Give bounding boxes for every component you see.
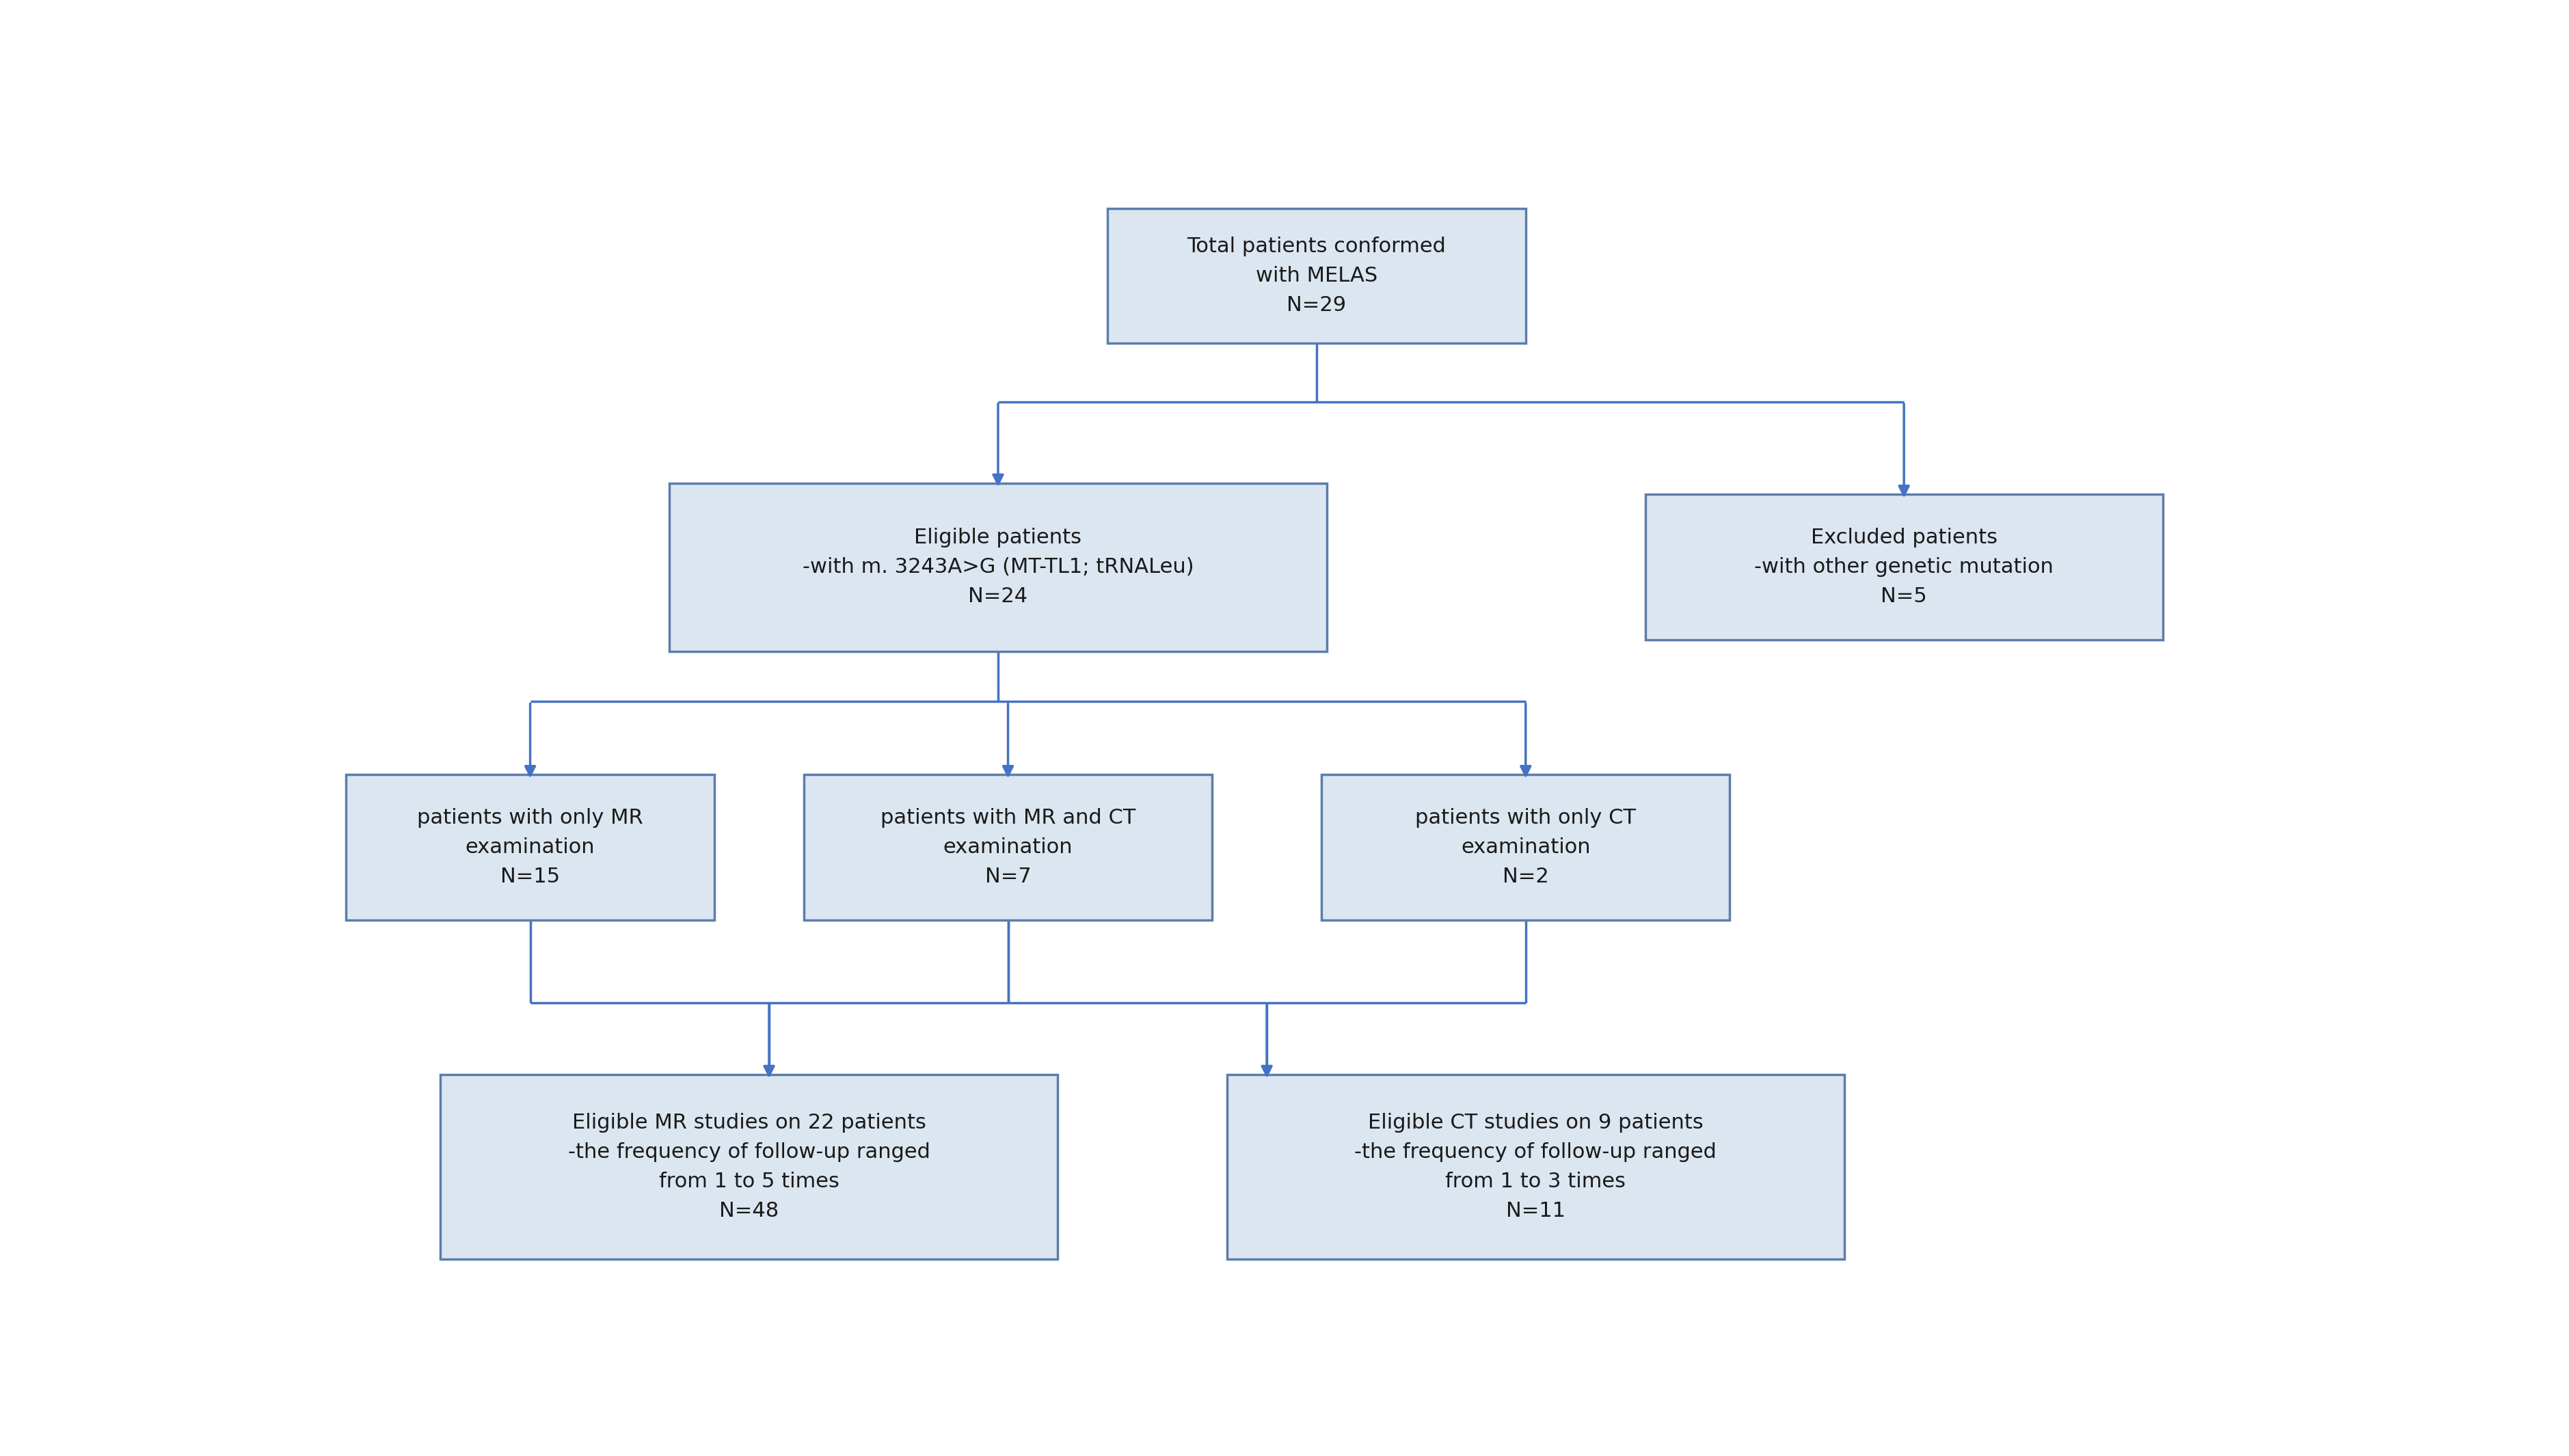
FancyBboxPatch shape xyxy=(1228,1075,1845,1259)
Text: Eligible patients
-with m. 3243A>G (MT-TL1; tRNALeu)
N=24: Eligible patients -with m. 3243A>G (MT-T… xyxy=(802,529,1195,606)
Text: Eligible MR studies on 22 patients
-the frequency of follow-up ranged
from 1 to : Eligible MR studies on 22 patients -the … xyxy=(568,1114,930,1220)
Text: Eligible CT studies on 9 patients
-the frequency of follow-up ranged
from 1 to 3: Eligible CT studies on 9 patients -the f… xyxy=(1354,1114,1716,1220)
FancyBboxPatch shape xyxy=(347,775,714,920)
FancyBboxPatch shape xyxy=(1320,775,1729,920)
Text: patients with only CT
examination
N=2: patients with only CT examination N=2 xyxy=(1416,808,1636,887)
FancyBboxPatch shape xyxy=(442,1075,1058,1259)
Text: Excluded patients
-with other genetic mutation
N=5: Excluded patients -with other genetic mu… xyxy=(1755,529,2053,606)
FancyBboxPatch shape xyxy=(804,775,1213,920)
FancyBboxPatch shape xyxy=(671,483,1326,651)
FancyBboxPatch shape xyxy=(1644,494,2163,641)
Text: patients with only MR
examination
N=15: patients with only MR examination N=15 xyxy=(416,808,642,887)
Text: patients with MR and CT
examination
N=7: patients with MR and CT examination N=7 xyxy=(881,808,1135,887)
Text: Total patients conformed
with MELAS
N=29: Total patients conformed with MELAS N=29 xyxy=(1187,236,1446,314)
FancyBboxPatch shape xyxy=(1107,208,1526,344)
